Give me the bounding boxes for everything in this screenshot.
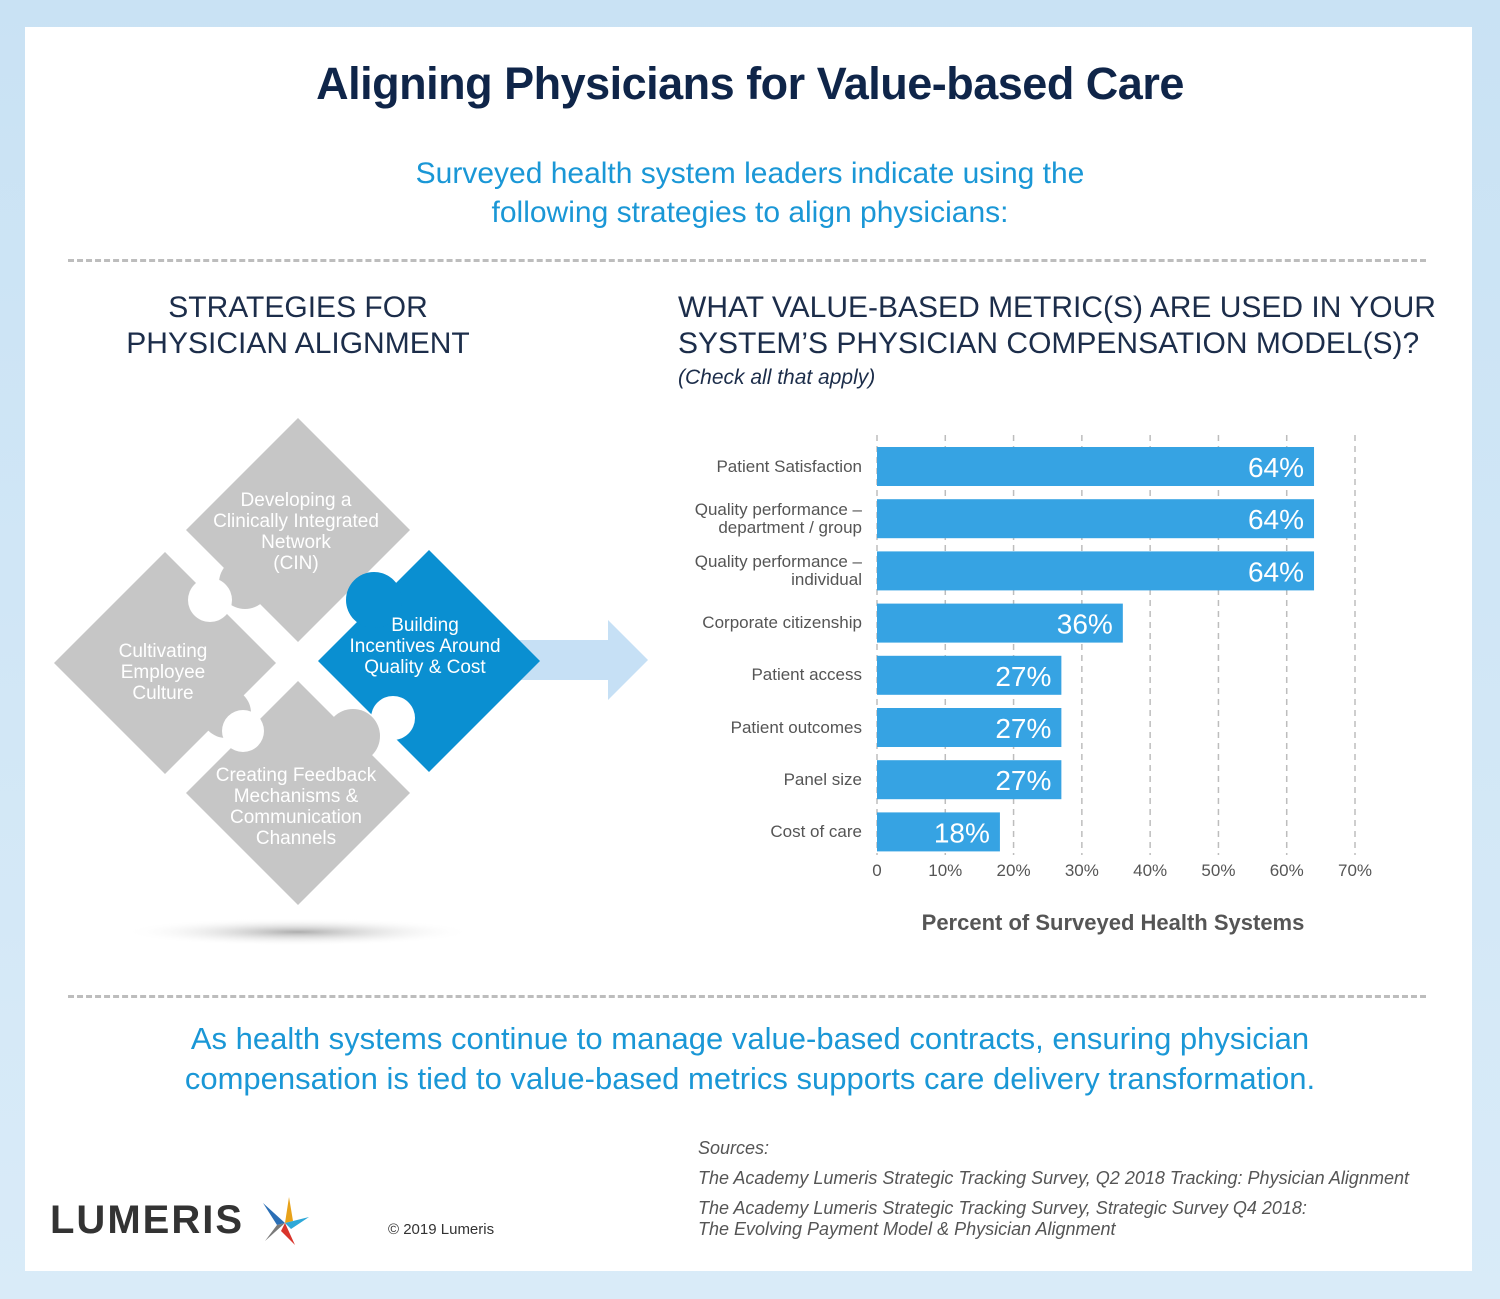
puzzle-shadow (123, 918, 473, 946)
piece-bottom-line-2: Mechanisms & (233, 786, 359, 807)
bar (877, 447, 1315, 486)
lumeris-logo-text: LUMERIS (50, 1198, 244, 1242)
source-2-line-1: The Academy Lumeris Strategic Tracking S… (698, 1198, 1307, 1218)
bar (877, 603, 1123, 643)
strategies-heading: STRATEGIES FOR PHYSICIAN ALIGNMENT (98, 290, 498, 362)
piece-left-line-3: Culture (132, 683, 194, 704)
closing-line-2: compensation is tied to value-based metr… (184, 1061, 1316, 1096)
top-divider (68, 259, 1426, 262)
lumeris-logo-icon (263, 1197, 309, 1245)
category-label-line: department / group (718, 517, 862, 537)
chart-question-line-2: SYSTEM’S PHYSICIAN COMPENSATION MODEL(S)… (678, 327, 1420, 360)
category-label-line: individual (791, 569, 862, 589)
bar (877, 708, 1062, 747)
category-label: Patient access (632, 666, 862, 684)
category-label: Quality performance – department / group (632, 499, 862, 537)
x-tick-label: 60% (1270, 861, 1304, 880)
bar-value-label: 18% (934, 817, 990, 848)
bar-value-label: 64% (1248, 452, 1304, 483)
sources-label: Sources: (698, 1138, 770, 1158)
bar (877, 812, 1000, 852)
bar-value-label: 27% (995, 713, 1051, 744)
piece-bottom-label: Creating Feedback Mechanisms & Communica… (196, 765, 396, 849)
arrow-right (510, 620, 648, 700)
subtitle-line-1: Surveyed health system leaders indicate … (415, 157, 1085, 190)
x-tick-label: 70% (1338, 861, 1372, 880)
strategies-heading-line-2: PHYSICIAN ALIGNMENT (126, 327, 470, 360)
category-label-line: Patient outcomes (730, 717, 862, 737)
bar (877, 499, 1315, 539)
category-label-line: Cost of care (770, 821, 862, 841)
sources: Sources: The Academy Lumeris Strategic T… (698, 1138, 1409, 1240)
category-label-line: Patient access (751, 665, 862, 685)
closing-statement: As health systems continue to manage val… (0, 1019, 1500, 1099)
piece-top-line-4: (CIN) (273, 553, 319, 574)
infographic-card (25, 27, 1472, 1271)
x-tick-label: 50% (1201, 861, 1235, 880)
bar (877, 551, 1315, 591)
piece-right-line-1: Building (391, 615, 459, 636)
category-label-line: Panel size (783, 769, 862, 789)
bar-value-label: 64% (1248, 504, 1304, 535)
piece-left-line-2: Employee (120, 662, 206, 683)
category-label-line: Patient Satisfaction (716, 456, 862, 476)
subtitle: Surveyed health system leaders indicate … (0, 154, 1500, 232)
category-label: Quality performance – individual (632, 551, 862, 589)
x-tick-label: 10% (928, 861, 962, 880)
x-tick-label: 30% (1065, 861, 1099, 880)
bar (877, 760, 1062, 800)
piece-top-label: Developing a Clinically Integrated Netwo… (196, 490, 396, 574)
piece-right-line-3: Quality & Cost (364, 657, 486, 678)
closing-line-1: As health systems continue to manage val… (190, 1021, 1310, 1056)
chart-question-heading: WHAT VALUE-BASED METRIC(S) ARE USED IN Y… (678, 290, 1468, 362)
bar-value-label: 27% (995, 765, 1051, 796)
category-label-line: Quality performance – (694, 499, 862, 519)
category-label-line: Quality performance – (694, 551, 862, 571)
bar-value-label: 27% (995, 661, 1051, 692)
bottom-divider (68, 995, 1426, 998)
x-tick-label: 0 (872, 861, 881, 880)
source-1: The Academy Lumeris Strategic Tracking S… (698, 1168, 1409, 1188)
page-title: Aligning Physicians for Value-based Care (316, 58, 1184, 109)
piece-top-line-3: Network (261, 532, 331, 553)
piece-bottom-line-4: Channels (255, 828, 337, 849)
source-2-line-2: The Evolving Payment Model & Physician A… (698, 1219, 1116, 1239)
puzzle-piece-right (318, 550, 540, 772)
strategies-heading-line-1: STRATEGIES FOR (168, 291, 428, 324)
piece-right-label: Building Incentives Around Quality & Cos… (325, 615, 525, 678)
bar (877, 655, 1062, 695)
bar-value-label: 36% (1057, 609, 1113, 640)
category-label: Corporate citizenship (632, 614, 862, 632)
bar-value-label: 64% (1248, 556, 1304, 587)
check-all-note: (Check all that apply) (678, 366, 876, 389)
subtitle-line-2: following strategies to align physicians… (491, 196, 1009, 229)
category-label: Panel size (632, 769, 862, 789)
category-label: Patient Satisfaction (632, 456, 862, 476)
piece-right-line-2: Incentives Around (349, 636, 501, 657)
category-label: Cost of care (632, 821, 862, 841)
piece-top-line-1: Developing a (240, 490, 352, 511)
x-tick-label: 40% (1133, 861, 1167, 880)
piece-bottom-line-1: Creating Feedback (215, 765, 377, 786)
bar-chart: 64%64%64%36%27%27%27%18%0 10% 20% 30% 40% 50%… (872, 435, 1372, 935)
x-tick-label: 20% (997, 861, 1031, 880)
piece-left-line-1: Cultivating (118, 641, 208, 662)
puzzle-graphic (54, 418, 648, 946)
puzzle-piece-bottom (186, 681, 410, 905)
category-label: Patient outcomes (632, 717, 862, 737)
piece-left-label: Cultivating Employee Culture (63, 641, 263, 704)
category-label-line: Corporate citizenship (702, 613, 862, 633)
piece-bottom-line-3: Communication (230, 807, 362, 828)
copyright: © 2019 Lumeris (388, 1221, 495, 1238)
piece-top-line-2: Clinically Integrated (213, 511, 379, 532)
x-axis-title: Percent of Surveyed Health Systems (922, 910, 1305, 935)
chart-question-line-1: WHAT VALUE-BASED METRIC(S) ARE USED IN Y… (678, 291, 1436, 324)
